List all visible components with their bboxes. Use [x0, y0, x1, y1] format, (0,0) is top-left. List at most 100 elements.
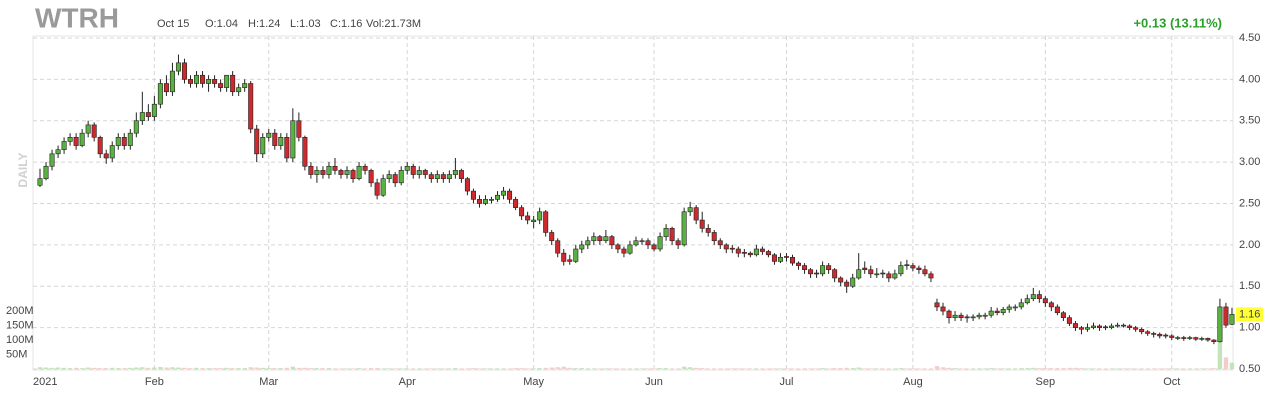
- volume-bar: [1073, 367, 1078, 369]
- candle-body: [603, 236, 609, 242]
- candle-body: [543, 211, 549, 233]
- volume-bar: [760, 368, 765, 369]
- candle-body: [1133, 327, 1139, 330]
- candle-body: [844, 281, 850, 287]
- candle-body: [579, 244, 585, 250]
- candle-body: [368, 170, 374, 184]
- candle-body: [236, 87, 242, 93]
- volume-bar: [868, 368, 873, 369]
- volume-bar: [266, 368, 271, 369]
- volume-bar: [1169, 368, 1174, 369]
- volume-bar: [1127, 368, 1132, 369]
- candle-body: [934, 302, 940, 308]
- volume-bar: [639, 368, 645, 369]
- candle-body: [1121, 324, 1127, 327]
- volume-bar: [308, 368, 314, 369]
- candle-body: [194, 74, 200, 84]
- candle-body: [218, 83, 224, 88]
- volume-bar: [489, 368, 494, 369]
- candle-body: [789, 256, 795, 264]
- candle-body: [139, 112, 145, 122]
- volume-bar: [669, 368, 675, 369]
- volume-bar: [1157, 368, 1162, 369]
- volume-bar: [1001, 368, 1006, 369]
- candle-body: [320, 170, 326, 175]
- volume-bar: [128, 367, 133, 369]
- volume-bar: [1151, 368, 1156, 369]
- volume-bar: [1049, 368, 1054, 369]
- candle-body: [723, 244, 729, 250]
- volume-bar: [982, 368, 988, 369]
- volume-bar: [55, 367, 61, 369]
- candle-body: [290, 120, 296, 159]
- volume-bar: [1007, 368, 1012, 369]
- candle-body: [55, 149, 61, 155]
- candle-body: [163, 83, 169, 93]
- quote-date: Oct 15: [157, 18, 189, 30]
- volume-bar: [862, 368, 867, 369]
- candle-body: [814, 272, 820, 275]
- volume-bar: [579, 368, 584, 369]
- candle-body: [1139, 328, 1145, 333]
- candle-body: [410, 165, 416, 175]
- volume-bar: [886, 368, 892, 369]
- volume-bar: [627, 368, 633, 369]
- volume-bar: [1121, 368, 1126, 369]
- volume-bar: [772, 368, 777, 369]
- candle-body: [820, 265, 826, 275]
- volume-bar: [362, 368, 368, 369]
- candle-body: [308, 165, 314, 175]
- volume-bar: [1139, 368, 1144, 369]
- y-tick-label: 0.50: [1239, 363, 1260, 375]
- candle-body: [398, 170, 404, 184]
- candle-body: [79, 132, 85, 146]
- candle-body: [1157, 333, 1163, 337]
- volume-bar: [724, 368, 729, 369]
- volume-bar: [922, 368, 928, 369]
- y-tick-label: 4.50: [1239, 32, 1260, 44]
- candle-body: [826, 265, 832, 270]
- volume-bar: [651, 368, 657, 369]
- volume-bar: [200, 368, 205, 369]
- candle-body: [591, 236, 597, 242]
- candle-body: [266, 132, 272, 138]
- x-tick-label: Sep: [1036, 376, 1056, 388]
- volume-bar: [615, 368, 621, 369]
- volume-bar: [1025, 368, 1030, 369]
- volume-bar: [411, 368, 416, 369]
- candle-body: [458, 170, 464, 179]
- volume-bar: [1163, 368, 1168, 369]
- candle-body: [326, 165, 332, 175]
- volume-bar: [1067, 367, 1072, 369]
- quote-open: O:1.04: [205, 18, 238, 30]
- volume-bar: [730, 368, 735, 369]
- volume-bar: [507, 368, 512, 369]
- candle-body: [657, 236, 663, 250]
- volume-bar: [802, 368, 807, 369]
- candle-body: [928, 273, 934, 279]
- volume-bar: [447, 368, 452, 369]
- volume-bar: [182, 367, 187, 369]
- candle-body: [567, 259, 573, 262]
- volume-bar: [236, 368, 241, 369]
- y-tick-label: 3.00: [1239, 156, 1260, 168]
- volume-bar: [405, 368, 410, 369]
- volume-bar: [549, 367, 554, 369]
- candle-body: [338, 170, 344, 175]
- volume-bar: [140, 367, 145, 369]
- quote-low: L:1.03: [290, 18, 321, 30]
- candle-body: [922, 269, 928, 275]
- volume-bar: [1043, 368, 1048, 369]
- volume-bar: [206, 368, 211, 369]
- volume-bar: [1085, 368, 1090, 369]
- candle-body: [392, 174, 398, 184]
- volume-bar: [477, 368, 482, 369]
- volume-bar: [67, 368, 73, 369]
- candle-body: [73, 137, 79, 146]
- candle-body: [446, 174, 452, 179]
- volume-bar: [380, 368, 386, 369]
- volume-bar: [49, 367, 55, 369]
- candle-body: [1000, 309, 1006, 314]
- candle-body: [97, 137, 103, 155]
- candle-body: [759, 248, 765, 252]
